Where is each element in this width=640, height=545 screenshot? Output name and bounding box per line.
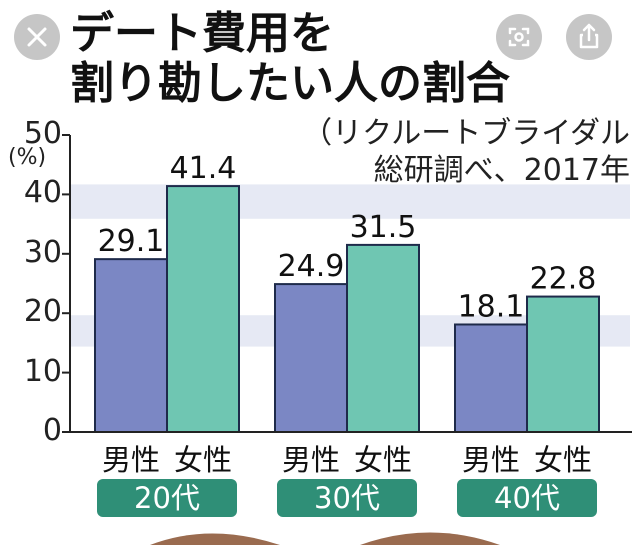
y-axis-unit-label: (%) — [8, 145, 47, 170]
y-tick-label: 10 — [23, 353, 62, 389]
age-group-label: 30代 — [277, 479, 417, 517]
bar-value-label: 31.5 — [350, 210, 417, 245]
y-tick-label: 50 — [23, 116, 62, 151]
lens-search-icon — [508, 27, 530, 47]
source-note-line2: 総研調べ、2017年 — [373, 153, 630, 188]
y-tick-label: 20 — [23, 294, 62, 330]
bar-male — [274, 283, 348, 433]
share-button[interactable] — [566, 14, 612, 60]
category-label: 女性 — [353, 443, 412, 477]
bar-value-label: 41.4 — [170, 151, 237, 186]
close-icon — [27, 27, 47, 47]
share-icon — [579, 23, 599, 49]
background-band — [70, 184, 630, 219]
lens-search-button[interactable] — [496, 14, 542, 60]
category-label: 女性 — [533, 443, 592, 477]
chart-title-line1: デート費用を — [70, 8, 334, 59]
y-tick-label: 40 — [23, 175, 62, 211]
bar-value-label: 22.8 — [530, 262, 597, 297]
y-tick-label: 0 — [42, 413, 62, 448]
bar-value-label: 24.9 — [278, 249, 345, 284]
bar-male — [94, 258, 168, 433]
bar-value-label: 29.1 — [98, 224, 165, 259]
bar-female — [166, 185, 240, 433]
category-label: 男性 — [101, 443, 160, 477]
category-label: 女性 — [173, 443, 232, 477]
illustration-partial — [150, 532, 500, 545]
bar-male — [454, 323, 528, 433]
background-band — [70, 315, 630, 347]
age-group-label: 40代 — [457, 479, 597, 517]
category-label: 男性 — [461, 443, 520, 477]
source-note-line1: （リクルートブライダル — [302, 116, 630, 151]
category-label: 男性 — [281, 443, 340, 477]
y-tick-label: 30 — [23, 234, 62, 270]
chart-title-line2: 割り勘したい人の割合 — [70, 58, 510, 109]
age-group-label: 20代 — [97, 479, 237, 517]
close-button[interactable] — [14, 14, 60, 60]
bar-female — [526, 295, 600, 433]
bar-female — [346, 243, 420, 433]
bar-value-label: 18.1 — [458, 289, 525, 324]
